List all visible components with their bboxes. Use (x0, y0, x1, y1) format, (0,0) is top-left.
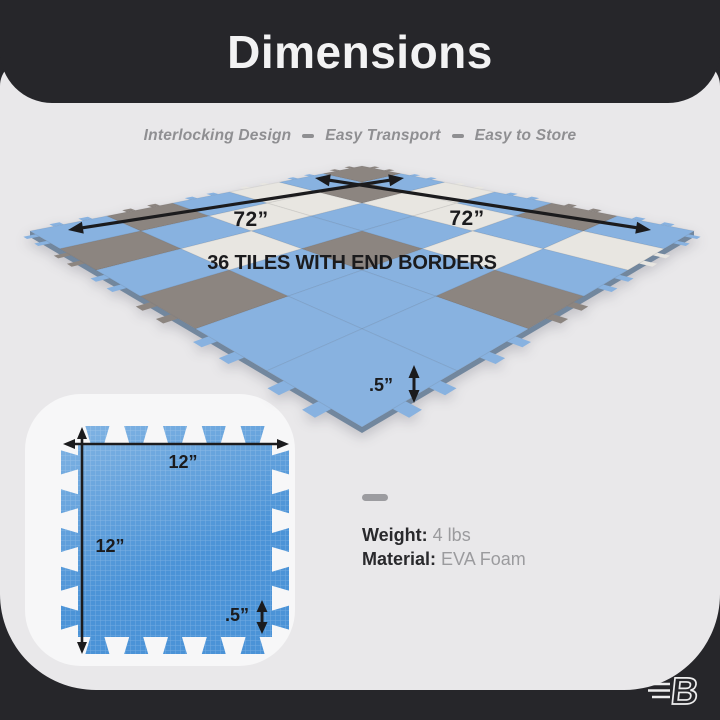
tagline-item: Easy Transport (325, 127, 441, 144)
tagline-separator (302, 134, 315, 138)
brand-logo: B (648, 670, 702, 714)
tagline-separator (451, 134, 464, 138)
mat-thickness-label: .5” (368, 375, 394, 395)
spec-weight-value: 4 lbs (432, 525, 471, 545)
spec-material: Material: EVA Foam (362, 547, 526, 571)
specs-divider (362, 494, 388, 501)
spec-material-label: Material: (362, 549, 437, 569)
tagline-item: Interlocking Design (143, 127, 292, 144)
tile-detail-card (25, 394, 295, 666)
brand-logo-stripes (648, 682, 670, 699)
spec-weight: Weight: 4 lbs (362, 523, 526, 547)
tagline-item: Easy to Store (474, 127, 577, 144)
header-banner: Dimensions (0, 0, 720, 103)
tile-width-label: 12” (168, 452, 198, 472)
page-title: Dimensions (227, 25, 493, 78)
tile-height-label: 12” (95, 536, 125, 556)
spec-material-value: EVA Foam (441, 549, 526, 569)
tile-thickness-label: .5” (224, 605, 250, 625)
mat-depth-label: 72” (449, 207, 485, 230)
spec-weight-label: Weight: (362, 525, 428, 545)
mat-width-label: 72” (233, 208, 269, 231)
brand-logo-letter: B (669, 671, 701, 713)
tagline: Interlocking Design Easy Transport Easy … (0, 127, 720, 145)
specs-block: Weight: 4 lbs Material: EVA Foam (362, 494, 526, 571)
mat-caption: 36 TILES WITH END BORDERS (207, 252, 497, 274)
